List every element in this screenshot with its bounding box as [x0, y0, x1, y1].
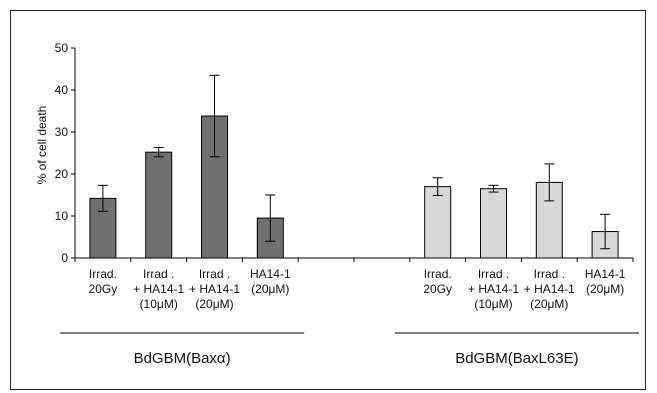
category-label-line: 20Gy: [423, 282, 452, 296]
bars-layer: [89, 115, 619, 259]
category-label-line: (20μM): [530, 297, 568, 311]
category-label-line: Irrad .: [534, 267, 565, 281]
bar: [480, 188, 507, 259]
category-label-line: HA14-1: [250, 267, 291, 281]
bar: [424, 186, 452, 259]
category-label-line: + HA14-1: [133, 282, 184, 296]
category-label-line: Irrad.: [89, 267, 117, 281]
category-label-line: Irrad .: [143, 267, 174, 281]
category-label-line: + HA14-1: [468, 282, 519, 296]
category-label-line: (20μM): [586, 282, 624, 296]
y-axis-label: % of cell death: [35, 106, 49, 185]
category-label-line: (10μM): [474, 297, 512, 311]
category-label-line: + HA14-1: [189, 282, 240, 296]
category-label-line: HA14-1: [585, 267, 626, 281]
bar: [145, 151, 173, 259]
category-label-line: Irrad.: [424, 267, 452, 281]
y-axis: 0 10 20 30 40 50: [55, 41, 76, 265]
chart-frame: 0 10 20 30 40 50 Irrad. 20Gy Irrad . + HA14-1 (10…: [10, 10, 646, 390]
category-label-line: Irrad .: [199, 267, 230, 281]
group-labels: BdGBM(Baxα) BdGBM(BaxL63E): [134, 350, 579, 367]
category-label-line: (10μM): [140, 297, 178, 311]
group-label: BdGBM(BaxL63E): [455, 350, 578, 367]
y-tick-label: 30: [55, 125, 69, 139]
category-label-line: 20Gy: [89, 282, 118, 296]
x-axis: [74, 257, 634, 262]
y-tick-label: 0: [61, 251, 68, 265]
y-tick-label: 40: [55, 83, 69, 97]
category-label-line: (20μM): [195, 297, 233, 311]
category-label-line: (20μM): [251, 282, 289, 296]
y-tick-label: 50: [55, 41, 69, 55]
error-bars-layer: [97, 74, 611, 250]
y-tick-label: 10: [55, 209, 69, 223]
y-tick-label: 20: [55, 167, 69, 181]
category-label-line: + HA14-1: [524, 282, 575, 296]
category-label-line: Irrad .: [478, 267, 509, 281]
group-label: BdGBM(Baxα): [134, 350, 231, 367]
